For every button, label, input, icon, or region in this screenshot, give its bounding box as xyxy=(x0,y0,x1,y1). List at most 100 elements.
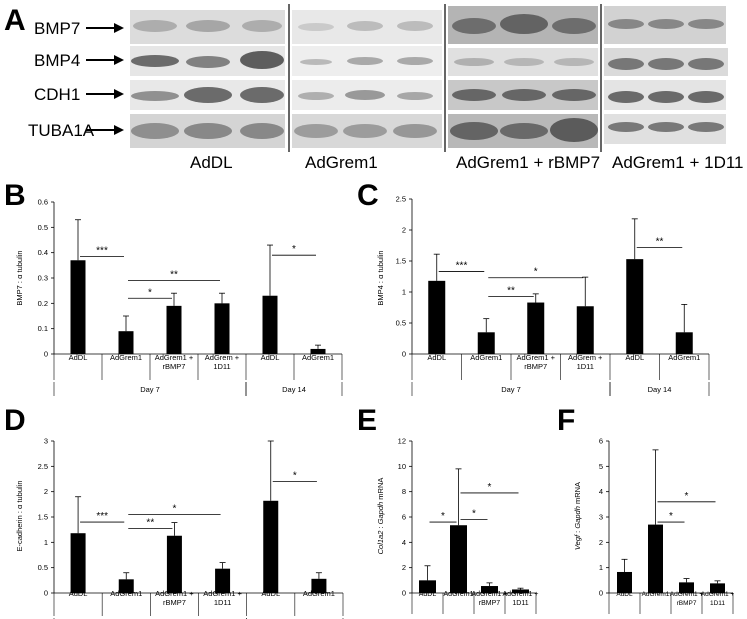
y-tick-label: 0.5 xyxy=(38,223,48,232)
group-label: Day 14 xyxy=(282,385,306,394)
category-label: AdGrem1 + xyxy=(701,591,735,598)
y-axis-label-gene: Col1a2 xyxy=(376,530,385,555)
blot-strip xyxy=(292,46,442,76)
category-label: AdGrem1 + xyxy=(155,353,194,362)
group-label-adgrem1: AdGrem1 xyxy=(305,153,378,172)
bar xyxy=(118,579,134,593)
significance-marker: * xyxy=(441,511,445,522)
significance-marker: * xyxy=(488,482,492,493)
y-tick-label: 4 xyxy=(599,487,603,496)
bar xyxy=(576,306,594,354)
y-tick-label: 1.5 xyxy=(396,257,406,266)
protein-label-bmp7: BMP7 xyxy=(34,19,80,38)
bar xyxy=(70,533,86,593)
panel-letter-b: B xyxy=(4,179,26,212)
y-tick-label: 6 xyxy=(402,513,406,522)
bar xyxy=(648,524,663,593)
bar xyxy=(710,583,725,593)
y-tick-label: 3 xyxy=(599,513,603,522)
y-axis-label-sep: : xyxy=(376,524,385,530)
panel-letter-e: E xyxy=(357,404,377,437)
category-label: AdGrem1 xyxy=(303,589,335,598)
y-axis-label: Vegf : Gapdh mRNA xyxy=(573,482,582,550)
bar xyxy=(215,568,231,593)
category-label: AdDL xyxy=(261,589,280,598)
y-tick-label: 0.5 xyxy=(38,563,48,572)
category-label: 1D11 xyxy=(710,600,725,607)
y-tick-label: 0.4 xyxy=(38,248,48,257)
y-tick-label: 0.3 xyxy=(38,274,48,283)
western-blot-panel: BMP7 BMP4 CDH1 TUBA1A xyxy=(28,4,744,172)
bar xyxy=(428,280,446,354)
bar xyxy=(118,331,134,354)
category-label: AdGrem1 xyxy=(470,353,502,362)
blot-strip xyxy=(292,10,442,44)
protein-label-cdh1: CDH1 xyxy=(34,85,80,104)
group-label: Day 7 xyxy=(501,385,521,394)
y-tick-label: 0 xyxy=(402,350,406,359)
panel-letter-a: A xyxy=(4,4,26,37)
y-axis-label-ref: Gapdh xyxy=(376,502,385,525)
category-label: 1D11 xyxy=(213,362,230,371)
y-tick-label: 1 xyxy=(599,563,603,572)
bar xyxy=(617,571,632,593)
group-label: Day 14 xyxy=(648,385,672,394)
bar xyxy=(450,525,467,593)
category-label: AdGrem1 + xyxy=(516,353,555,362)
y-axis-label-unit: mRNA xyxy=(573,482,582,506)
category-label: AdGrem1 xyxy=(302,353,334,362)
bar xyxy=(310,348,326,354)
group-label: Day 7 xyxy=(140,385,160,394)
significance-marker: * xyxy=(292,244,296,255)
significance-marker: * xyxy=(472,509,476,520)
bar xyxy=(481,586,498,593)
bar xyxy=(419,580,436,593)
category-label: 1D11 xyxy=(214,598,231,607)
y-axis-label: BMP7 : α tubulin xyxy=(15,250,24,305)
category-label: 1D11 xyxy=(577,362,594,371)
panel-letter-c: C xyxy=(357,179,379,212)
protein-label-tuba1a: TUBA1A xyxy=(28,121,95,140)
arrow-icon xyxy=(86,23,124,135)
category-label: AdGrem1 xyxy=(444,591,474,598)
y-axis-label: E-cadherin : α tubulin xyxy=(15,480,24,551)
category-label: AdDL xyxy=(69,589,88,598)
y-tick-label: 2 xyxy=(599,538,603,547)
category-label: AdDL xyxy=(616,591,633,598)
category-label: AdGrem1 + xyxy=(503,591,539,598)
y-axis-label-gene: Vegf xyxy=(573,534,582,550)
category-label: AdDL xyxy=(427,353,446,362)
bar xyxy=(679,582,694,593)
bar xyxy=(311,578,327,593)
bar xyxy=(512,589,529,593)
y-tick-label: 1.5 xyxy=(38,513,48,522)
y-tick-label: 2.5 xyxy=(38,462,48,471)
y-tick-label: 0 xyxy=(599,589,603,598)
significance-marker: ** xyxy=(656,236,664,247)
bar xyxy=(626,259,644,354)
bar xyxy=(214,303,230,354)
blot-bands xyxy=(131,14,724,142)
significance-marker: * xyxy=(293,471,297,482)
significance-marker: *** xyxy=(96,245,108,256)
category-label: rBMP7 xyxy=(163,598,186,607)
y-axis-label-ref: Gapdh xyxy=(573,506,582,529)
category-label: AdGrem1 + xyxy=(155,589,194,598)
y-tick-label: 2 xyxy=(44,487,48,496)
y-tick-label: 0.6 xyxy=(38,198,48,207)
category-label: AdGrem + xyxy=(205,353,240,362)
significance-marker: * xyxy=(172,503,176,514)
category-label: AdGrem1 + xyxy=(203,589,242,598)
y-tick-label: 1 xyxy=(402,288,406,297)
panel-letter-d: D xyxy=(4,404,26,437)
category-label: 1D11 xyxy=(512,600,528,607)
y-tick-label: 2 xyxy=(402,226,406,235)
category-label: AdGrem1 xyxy=(642,591,670,598)
y-tick-label: 0.5 xyxy=(396,319,406,328)
y-tick-label: 5 xyxy=(599,462,603,471)
category-label: AdGrem1 + xyxy=(670,591,704,598)
category-label: AdGrem1 + xyxy=(472,591,508,598)
